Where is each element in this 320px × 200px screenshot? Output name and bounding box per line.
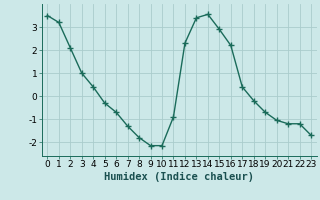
X-axis label: Humidex (Indice chaleur): Humidex (Indice chaleur) — [104, 172, 254, 182]
